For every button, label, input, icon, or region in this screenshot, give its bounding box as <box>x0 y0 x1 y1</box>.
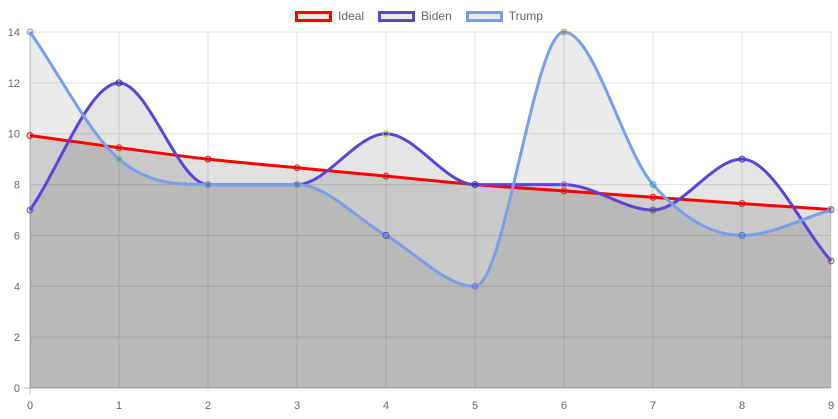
data-point-ideal[interactable] <box>738 200 746 208</box>
x-tick-label: 7 <box>650 400 656 412</box>
x-tick-label: 4 <box>383 400 389 412</box>
series-line-ideal[interactable] <box>29 134 832 211</box>
series-line-trump[interactable] <box>28 30 832 288</box>
y-tick-label: 14 <box>8 27 20 39</box>
data-point-biden[interactable] <box>738 155 746 163</box>
x-tick-label: 0 <box>27 400 33 412</box>
data-point-trump[interactable] <box>382 231 390 239</box>
data-point-trump[interactable] <box>293 181 301 189</box>
y-tick-label: 8 <box>14 180 20 192</box>
data-point-biden[interactable] <box>382 130 390 138</box>
legend-swatch <box>295 10 333 22</box>
legend-swatch <box>465 10 503 22</box>
data-point-biden[interactable] <box>26 206 34 214</box>
data-point-trump[interactable] <box>827 206 835 214</box>
x-tick-label: 8 <box>739 400 745 412</box>
y-tick-label: 4 <box>14 281 20 293</box>
legend-label: Trump <box>508 9 543 23</box>
x-tick-label: 3 <box>294 400 300 412</box>
legend-label: Biden <box>421 9 452 23</box>
data-point-trump[interactable] <box>471 282 479 290</box>
series-area-biden <box>30 82 831 388</box>
data-point-ideal[interactable] <box>382 172 390 180</box>
chart-legend: Ideal Biden Trump <box>0 6 838 26</box>
series-line-biden[interactable] <box>28 81 833 262</box>
series-area-ideal <box>30 135 831 388</box>
data-point-ideal[interactable] <box>293 164 301 172</box>
data-point-trump[interactable] <box>204 181 212 189</box>
x-tick-label: 6 <box>561 400 567 412</box>
x-tick-label: 9 <box>828 400 834 412</box>
data-point-trump[interactable] <box>115 155 123 163</box>
data-point-ideal[interactable] <box>649 193 657 201</box>
y-tick-label: 2 <box>14 332 20 344</box>
legend-item-ideal[interactable]: Ideal <box>295 6 364 26</box>
legend-swatch <box>378 10 416 22</box>
series-lines <box>28 30 833 288</box>
y-tick-label: 12 <box>8 78 20 90</box>
legend-item-biden[interactable]: Biden <box>378 6 452 26</box>
y-tick-label: 6 <box>14 230 20 242</box>
data-point-ideal[interactable] <box>204 155 212 163</box>
legend-item-trump[interactable]: Trump <box>465 6 543 26</box>
data-point-biden[interactable] <box>115 79 123 87</box>
series-areas <box>30 32 831 388</box>
data-point-trump[interactable] <box>560 28 568 36</box>
legend-label: Ideal <box>338 9 365 23</box>
data-point-biden[interactable] <box>827 257 835 265</box>
x-tick-label: 5 <box>472 400 478 412</box>
data-point-trump[interactable] <box>26 28 34 36</box>
data-point-biden[interactable] <box>471 181 479 189</box>
data-point-trump[interactable] <box>738 231 746 239</box>
series-area-trump <box>30 32 831 388</box>
chart-grid <box>24 31 832 394</box>
y-tick-label: 0 <box>14 383 20 395</box>
data-point-trump[interactable] <box>649 181 657 189</box>
data-point-biden[interactable] <box>560 181 568 189</box>
data-point-biden[interactable] <box>649 206 657 214</box>
data-point-ideal[interactable] <box>26 131 34 139</box>
x-tick-label: 1 <box>116 400 122 412</box>
data-point-ideal[interactable] <box>560 187 568 195</box>
y-tick-label: 10 <box>8 129 20 141</box>
x-tick-label: 2 <box>205 400 211 412</box>
data-point-ideal[interactable] <box>115 144 123 152</box>
series-points <box>26 28 835 290</box>
